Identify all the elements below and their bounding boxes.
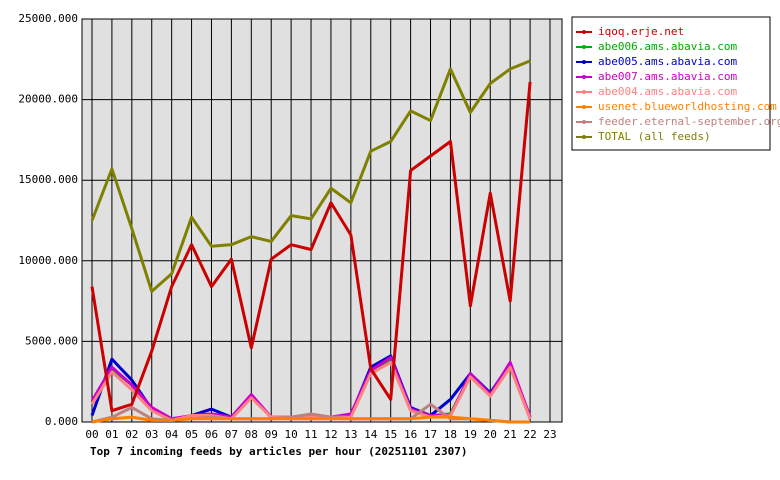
x-tick-label: 02 [125,428,138,441]
x-tick-label: 09 [265,428,278,441]
x-tick-label: 16 [404,428,417,441]
x-tick-label: 01 [105,428,118,441]
x-tick-label: 13 [344,428,357,441]
y-tick-label: 15000.000 [18,173,78,186]
x-tick-label: 03 [145,428,158,441]
x-tick-label: 17 [424,428,437,441]
y-tick-label: 20000.000 [18,93,78,106]
x-tick-label: 21 [504,428,517,441]
legend-dot [582,45,586,49]
legend-label: TOTAL (all feeds) [598,130,711,143]
x-tick-label: 12 [324,428,337,441]
x-tick-label: 07 [225,428,238,441]
y-tick-label: 0.000 [45,415,78,428]
legend-dot [582,30,586,34]
x-tick-label: 22 [523,428,536,441]
x-tick-label: 08 [245,428,258,441]
x-tick-label: 11 [304,428,317,441]
series-line [90,360,532,422]
x-tick-label: 04 [165,428,179,441]
chart-title: Top 7 incoming feeds by articles per hou… [90,445,468,458]
legend-dot [582,90,586,94]
legend-label: abe005.ams.abavia.com [598,55,737,68]
x-tick-label: 15 [384,428,397,441]
legend-dot [582,75,586,79]
x-tick-label: 14 [364,428,378,441]
y-tick-label: 5000.000 [25,334,78,347]
y-tick-label: 25000.000 [18,12,78,25]
x-tick-label: 18 [444,428,457,441]
legend-dot [582,120,586,124]
legend-dot [582,60,586,64]
x-tick-label: 19 [464,428,477,441]
x-tick-label: 06 [205,428,218,441]
legend-label: abe007.ams.abavia.com [598,70,737,83]
series-line [90,59,531,293]
x-tick-label: 05 [185,428,198,441]
legend-box [571,16,771,151]
legend-dot [582,105,586,109]
legend-label: abe006.ams.abavia.com [598,40,737,53]
x-tick-label: 20 [484,428,497,441]
y-tick-label: 10000.000 [18,254,78,267]
legend-label: abe004.ams.abavia.com [598,85,737,98]
legend-label: iqoq.erje.net [598,25,684,38]
legend-label: usenet.blueworldhosting.com [598,100,777,113]
x-tick-label: 23 [543,428,556,441]
x-tick-label: 10 [285,428,298,441]
series-line [91,415,531,424]
x-tick-label: 00 [85,428,98,441]
legend-dot [582,135,586,139]
series-line [90,81,532,413]
legend-label: feeder.eternal-september.org [598,115,780,128]
